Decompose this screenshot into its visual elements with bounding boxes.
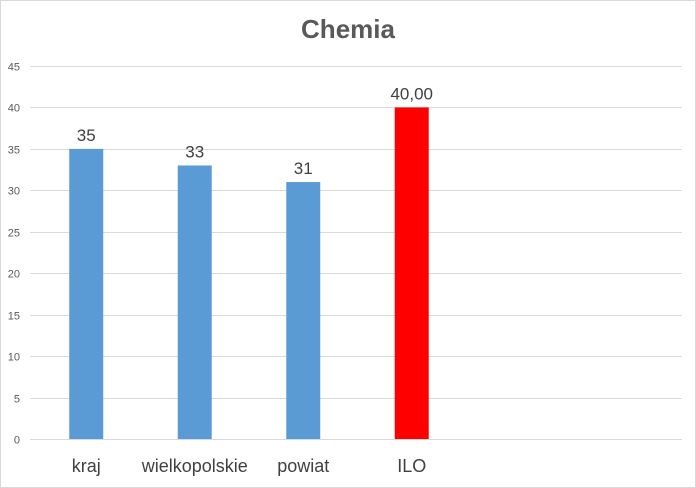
bar-ILO xyxy=(394,107,429,439)
category-labels: kraj wielkopolskie powiat ILO xyxy=(72,456,427,476)
bar-powiat xyxy=(286,182,321,440)
y-tick-label: 10 xyxy=(8,352,20,364)
y-tick-label: 40 xyxy=(8,103,20,115)
data-labels: 35 33 31 40,00 xyxy=(77,84,433,178)
y-axis-ticks: 0 5 10 15 20 25 30 35 40 45 xyxy=(8,62,20,447)
y-tick-label: 45 xyxy=(8,62,20,74)
bar-wielkopolskie xyxy=(177,165,212,439)
y-tick-label: 5 xyxy=(14,394,20,406)
y-tick-label: 30 xyxy=(8,186,20,198)
y-tick-label: 35 xyxy=(8,145,20,157)
y-tick-label: 20 xyxy=(8,269,20,281)
gridlines xyxy=(30,66,682,440)
bar-kraj xyxy=(69,148,104,439)
y-tick-label: 0 xyxy=(14,435,20,447)
category-label: powiat xyxy=(277,456,329,476)
category-label: ILO xyxy=(397,456,426,476)
category-label: kraj xyxy=(72,456,101,476)
category-label: wielkopolskie xyxy=(141,456,248,476)
chart-title: Chemia xyxy=(301,14,395,44)
y-tick-label: 15 xyxy=(8,311,20,323)
data-label: 35 xyxy=(77,126,96,145)
data-label: 31 xyxy=(294,159,313,178)
bars xyxy=(69,107,429,440)
y-tick-label: 25 xyxy=(8,228,20,240)
data-label: 40,00 xyxy=(390,84,433,103)
data-label: 33 xyxy=(185,142,204,161)
